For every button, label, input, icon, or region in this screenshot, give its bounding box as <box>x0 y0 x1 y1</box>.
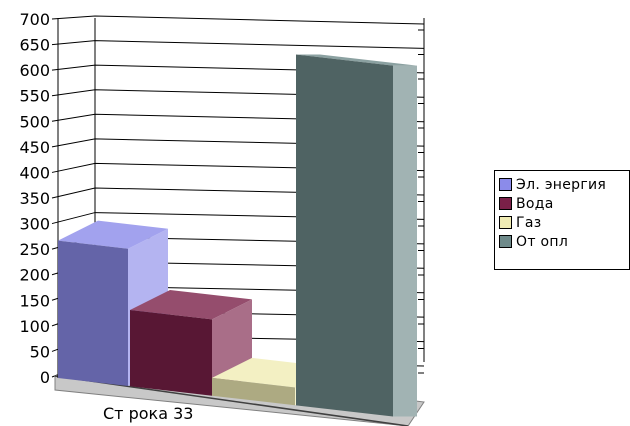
y-tick-400: 400 <box>19 163 50 182</box>
y-tick-550: 550 <box>19 87 50 106</box>
bar-front-0 <box>58 240 128 387</box>
bar-front-3 <box>296 54 393 417</box>
y-tick-200: 200 <box>19 266 50 285</box>
bar-top-1 <box>130 289 252 320</box>
bar-front-1 <box>130 309 212 396</box>
legend-label-heating: От опл <box>516 233 569 250</box>
legend-swatch-el-energy <box>499 178 512 191</box>
y-tick-50: 50 <box>30 342 50 361</box>
y-tick-500: 500 <box>19 112 50 131</box>
y-tick-100: 100 <box>19 317 50 336</box>
y-tick-150: 150 <box>19 291 50 310</box>
x-category-label: Ст рока 33 <box>103 404 193 423</box>
gridline-700 <box>51 15 425 25</box>
legend-label-el-energy: Эл. энергия <box>516 176 607 193</box>
y-tick-700: 700 <box>19 10 50 29</box>
bar-top-0 <box>58 220 168 249</box>
legend-swatch-heating <box>499 235 512 248</box>
bars <box>58 54 417 417</box>
legend-label-water: Вода <box>516 195 554 212</box>
bar-side-3 <box>393 65 417 417</box>
legend: Эл. энергия Вода Газ От опл <box>494 170 630 270</box>
legend-item-gas: Газ <box>499 213 629 232</box>
gridline-650 <box>51 40 425 49</box>
legend-item-el-energy: Эл. энергия <box>499 175 629 194</box>
y-tick-300: 300 <box>19 215 50 234</box>
legend-item-water: Вода <box>499 194 629 213</box>
y-tick-450: 450 <box>19 138 50 157</box>
y-tick-labels: 0 50 100 150 200 250 300 350 400 450 500 550 600 650 7… <box>19 10 50 387</box>
legend-item-heating: От опл <box>499 232 629 251</box>
y-tick-250: 250 <box>19 240 50 259</box>
bar-3 <box>296 54 417 417</box>
y-tick-650: 650 <box>19 36 50 55</box>
y-tick-0: 0 <box>40 368 50 387</box>
bar-front-2 <box>212 377 295 406</box>
bar-top-3 <box>296 54 417 66</box>
y-tick-600: 600 <box>19 61 50 80</box>
y-tick-350: 350 <box>19 189 50 208</box>
legend-swatch-gas <box>499 216 512 229</box>
legend-label-gas: Газ <box>516 214 542 231</box>
legend-swatch-water <box>499 197 512 210</box>
